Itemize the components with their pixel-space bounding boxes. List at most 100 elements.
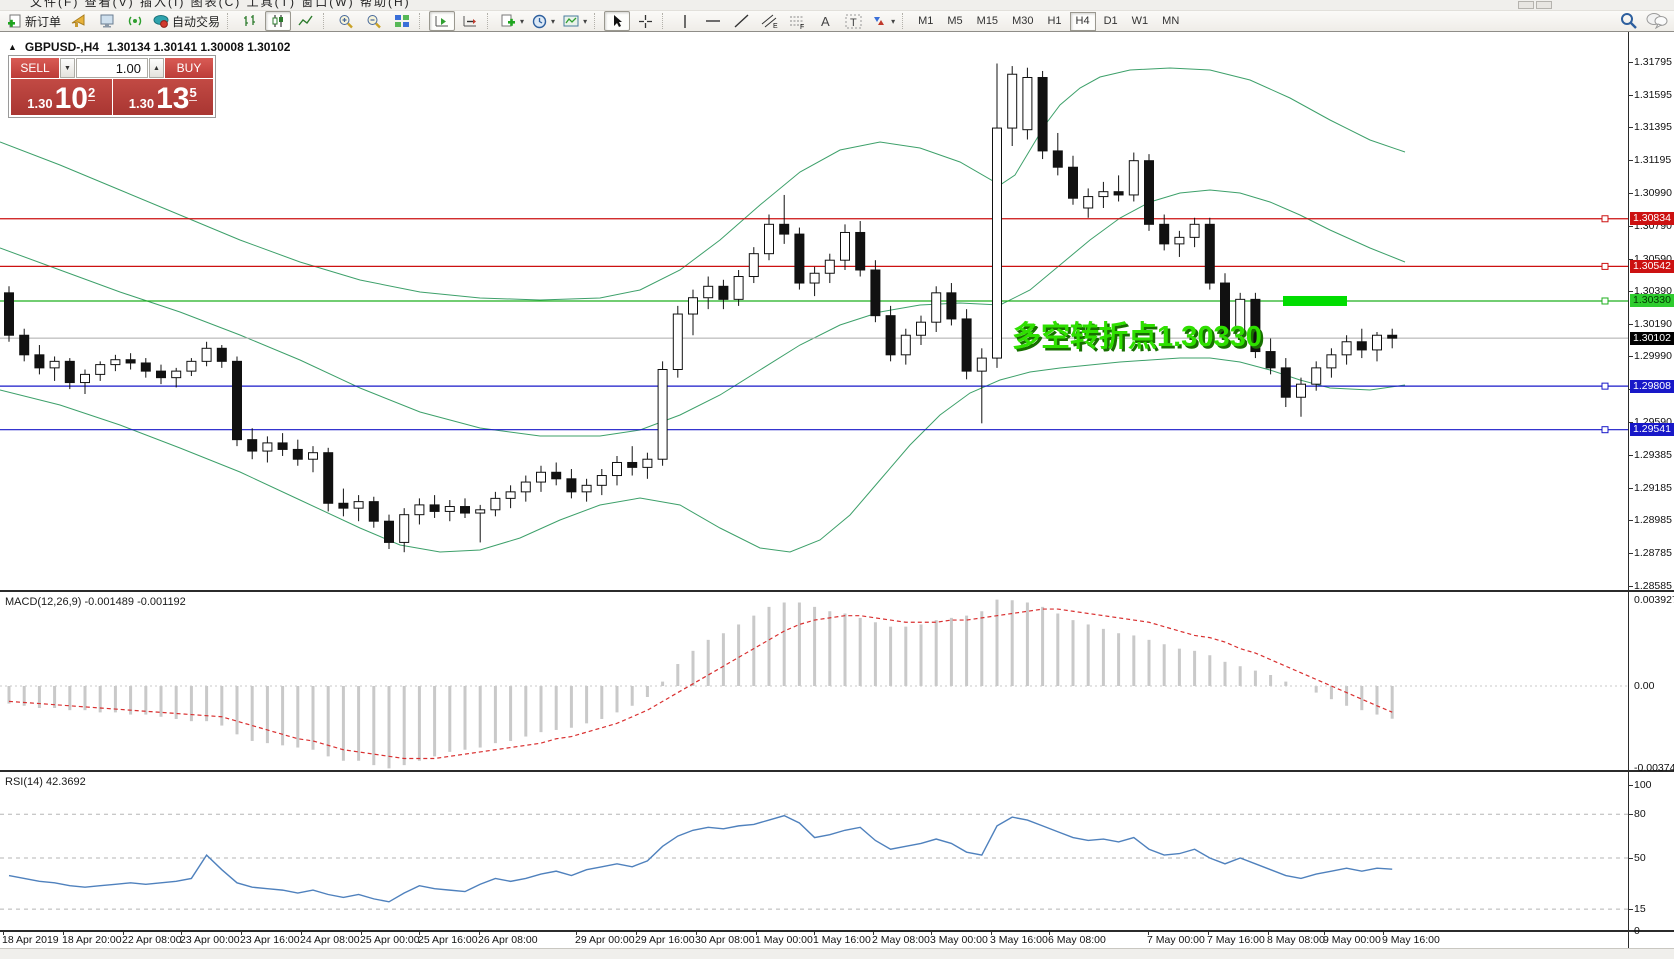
equidistant-channel-button[interactable]: E (756, 11, 782, 31)
candle-bearish (1159, 223, 1170, 245)
text-button[interactable]: A (812, 11, 838, 31)
bollinger-middle (0, 189, 1406, 437)
time-tickmark (301, 931, 302, 935)
candle-bearish (216, 347, 227, 362)
candle-bullish (596, 475, 607, 486)
add-indicator-button[interactable]: ▾ (497, 11, 527, 31)
price-tickmark (1628, 159, 1633, 161)
candle-bullish (612, 461, 622, 477)
bar-chart-button[interactable] (237, 11, 263, 31)
pane-divider[interactable] (0, 770, 1674, 772)
candle-bearish (64, 360, 75, 384)
price-tick-label: 1.31795 (1634, 56, 1672, 68)
zoom-in-button[interactable] (333, 11, 359, 31)
time-tickmark (1324, 931, 1325, 935)
level-handle[interactable] (1601, 297, 1609, 305)
rsi-tickmark (1628, 814, 1633, 816)
rsi-tickmark (1628, 909, 1633, 911)
candle-bullish (399, 514, 410, 543)
time-tickmark (696, 931, 697, 935)
candle-bearish (1250, 298, 1261, 353)
candle-bearish (794, 233, 805, 284)
annotation-text[interactable]: 多空转折点1.30330 (1012, 319, 1262, 353)
price-tickmark (1628, 94, 1633, 96)
zoom-out-button[interactable] (361, 11, 387, 31)
timeframe-H4[interactable]: H4 (1069, 11, 1096, 31)
vertical-line-button[interactable] (672, 11, 698, 31)
terminal-button[interactable] (94, 11, 120, 31)
candle-bearish (384, 520, 394, 543)
candle-bullish (1007, 73, 1018, 129)
candle-bearish (1113, 191, 1124, 196)
time-tickmark (636, 931, 637, 935)
dropdown-caret: ▾ (583, 16, 588, 26)
level-handle[interactable] (1601, 426, 1609, 434)
buy-button[interactable]: BUY (165, 58, 213, 78)
template-button[interactable]: ▾ (560, 11, 590, 31)
level-handle[interactable] (1601, 262, 1609, 270)
volume-up-button[interactable]: ▲ (149, 58, 164, 78)
rsi-pane[interactable] (0, 772, 1628, 930)
search-icon[interactable] (1620, 12, 1638, 29)
level-highlight-bar[interactable] (1283, 295, 1347, 306)
fibonacci-button[interactable]: F (784, 11, 810, 31)
toolbar: 新订单 自动交易 ▾ ▾ ▾ E F A T ▾ (0, 11, 1674, 32)
arrows-button[interactable]: ▾ (868, 11, 898, 31)
pane-divider[interactable] (0, 590, 1674, 592)
candle-bullish (444, 506, 455, 512)
buy-price[interactable]: 1.30 13 5 (112, 79, 213, 115)
vertical-line-icon (680, 14, 690, 29)
chat-icon[interactable] (1646, 12, 1668, 29)
timeframe-D1[interactable]: D1 (1103, 15, 1118, 27)
horizontal-line-button[interactable] (700, 11, 726, 31)
auto-scroll-button[interactable] (429, 11, 456, 31)
level-price-tag: 1.29541 (1630, 423, 1674, 437)
window-button[interactable] (1536, 1, 1552, 9)
time-label: 29 Apr 16:00 (635, 934, 695, 946)
text-label-button[interactable]: T (840, 11, 866, 31)
new-order-button[interactable]: 新订单 (4, 11, 64, 31)
window-button[interactable] (1518, 1, 1534, 9)
clock-icon (532, 14, 547, 29)
level-handle[interactable] (1601, 382, 1609, 390)
timeframe-H1[interactable]: H1 (1047, 15, 1062, 27)
candlestick-chart-button[interactable] (265, 11, 292, 31)
chart-shift-button[interactable] (457, 11, 483, 31)
timeframe-M15[interactable]: M15 (976, 15, 999, 27)
zoom-in-icon (338, 14, 354, 29)
timeframe-W1[interactable]: W1 (1131, 15, 1149, 27)
crosshair-button[interactable] (632, 11, 658, 31)
trendline-button[interactable] (728, 11, 754, 31)
timeframe-M5[interactable]: M5 (947, 15, 963, 27)
candle-bearish (885, 315, 896, 356)
sell-price[interactable]: 1.30 10 2 (11, 79, 112, 115)
volume-down-button[interactable]: ▼ (60, 58, 75, 78)
sell-price-sup: 2 (87, 85, 96, 101)
level-price-tag: 1.30542 (1630, 259, 1674, 273)
time-tickmark (123, 931, 124, 935)
line-chart-button[interactable] (293, 11, 319, 31)
macd-pane[interactable] (0, 592, 1628, 770)
rsi-scale-label: 15 (1634, 903, 1646, 916)
time-tickmark (1383, 931, 1384, 935)
timeframe-M30[interactable]: M30 (1012, 15, 1034, 27)
tile-windows-button[interactable] (389, 11, 415, 31)
candle-bullish (308, 452, 318, 460)
candle-bearish (4, 292, 14, 336)
main-chart[interactable]: 多空转折点1.30330 多空转折点1.30330 (0, 32, 1628, 590)
rsi-scale-label: 80 (1634, 808, 1646, 821)
timeframe-MN[interactable]: MN (1162, 15, 1180, 27)
alerts-button[interactable] (66, 11, 92, 31)
volume-input[interactable]: 1.00 (76, 58, 148, 78)
level-handle[interactable] (1601, 215, 1609, 223)
timeframe-M1[interactable]: M1 (918, 15, 934, 27)
rsi-scale-label: 100 (1634, 779, 1652, 791)
period-button[interactable]: ▾ (529, 11, 558, 31)
cursor-button[interactable] (604, 11, 631, 31)
signals-button[interactable] (122, 11, 148, 31)
sell-button[interactable]: SELL (11, 58, 59, 78)
collapse-icon[interactable]: ▲ (8, 42, 17, 52)
auto-trading-button[interactable]: 自动交易 (150, 11, 223, 31)
rsi-title: RSI(14) 42.3692 (5, 776, 86, 788)
candlestick-icon (270, 14, 286, 28)
